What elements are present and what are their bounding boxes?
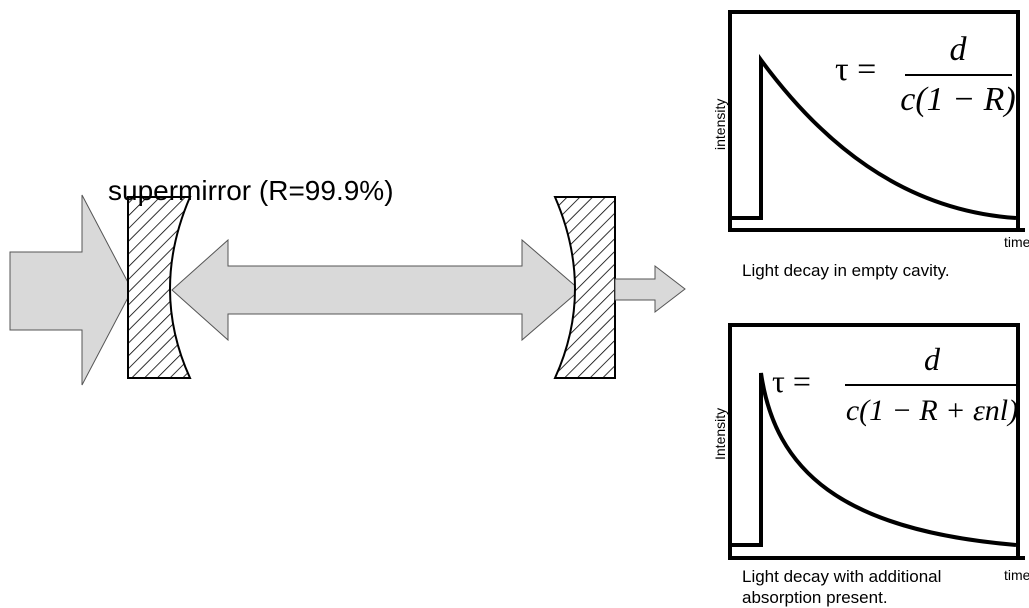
caption: absorption present. — [742, 588, 888, 607]
decay-curve — [730, 53, 1017, 220]
decay-curve — [730, 372, 1017, 547]
panel: time intensity τ = d c(1 − R) Light deca… — [712, 10, 1029, 280]
panel: time Intensity τ = d c(1 − R + εnl) Ligh… — [712, 323, 1029, 607]
formula-denominator: c(1 − R) — [900, 81, 1015, 118]
caption: Light decay in empty cavity. — [742, 261, 950, 280]
x-label: time — [1004, 234, 1029, 250]
plot-frame — [728, 10, 1020, 232]
y-label: Intensity — [712, 408, 728, 460]
input-arrow — [9, 194, 133, 386]
right-mirror — [553, 196, 616, 379]
left-mirror — [127, 196, 192, 379]
formula-denominator: c(1 − R + εnl) — [846, 394, 1018, 427]
formula-lhs: τ = — [835, 51, 876, 88]
y-label: intensity — [712, 99, 728, 150]
output-arrow — [614, 264, 686, 314]
x-label: time — [1004, 567, 1029, 583]
cavity-arrow — [171, 238, 581, 342]
mirror-label: supermirror (R=99.9%) — [108, 175, 394, 206]
caption: Light decay with additional — [742, 567, 941, 586]
formula-numerator: d — [950, 31, 968, 68]
formula-lhs: τ = — [772, 363, 811, 399]
formula-numerator: d — [924, 341, 941, 377]
plot-frame — [728, 323, 1020, 560]
